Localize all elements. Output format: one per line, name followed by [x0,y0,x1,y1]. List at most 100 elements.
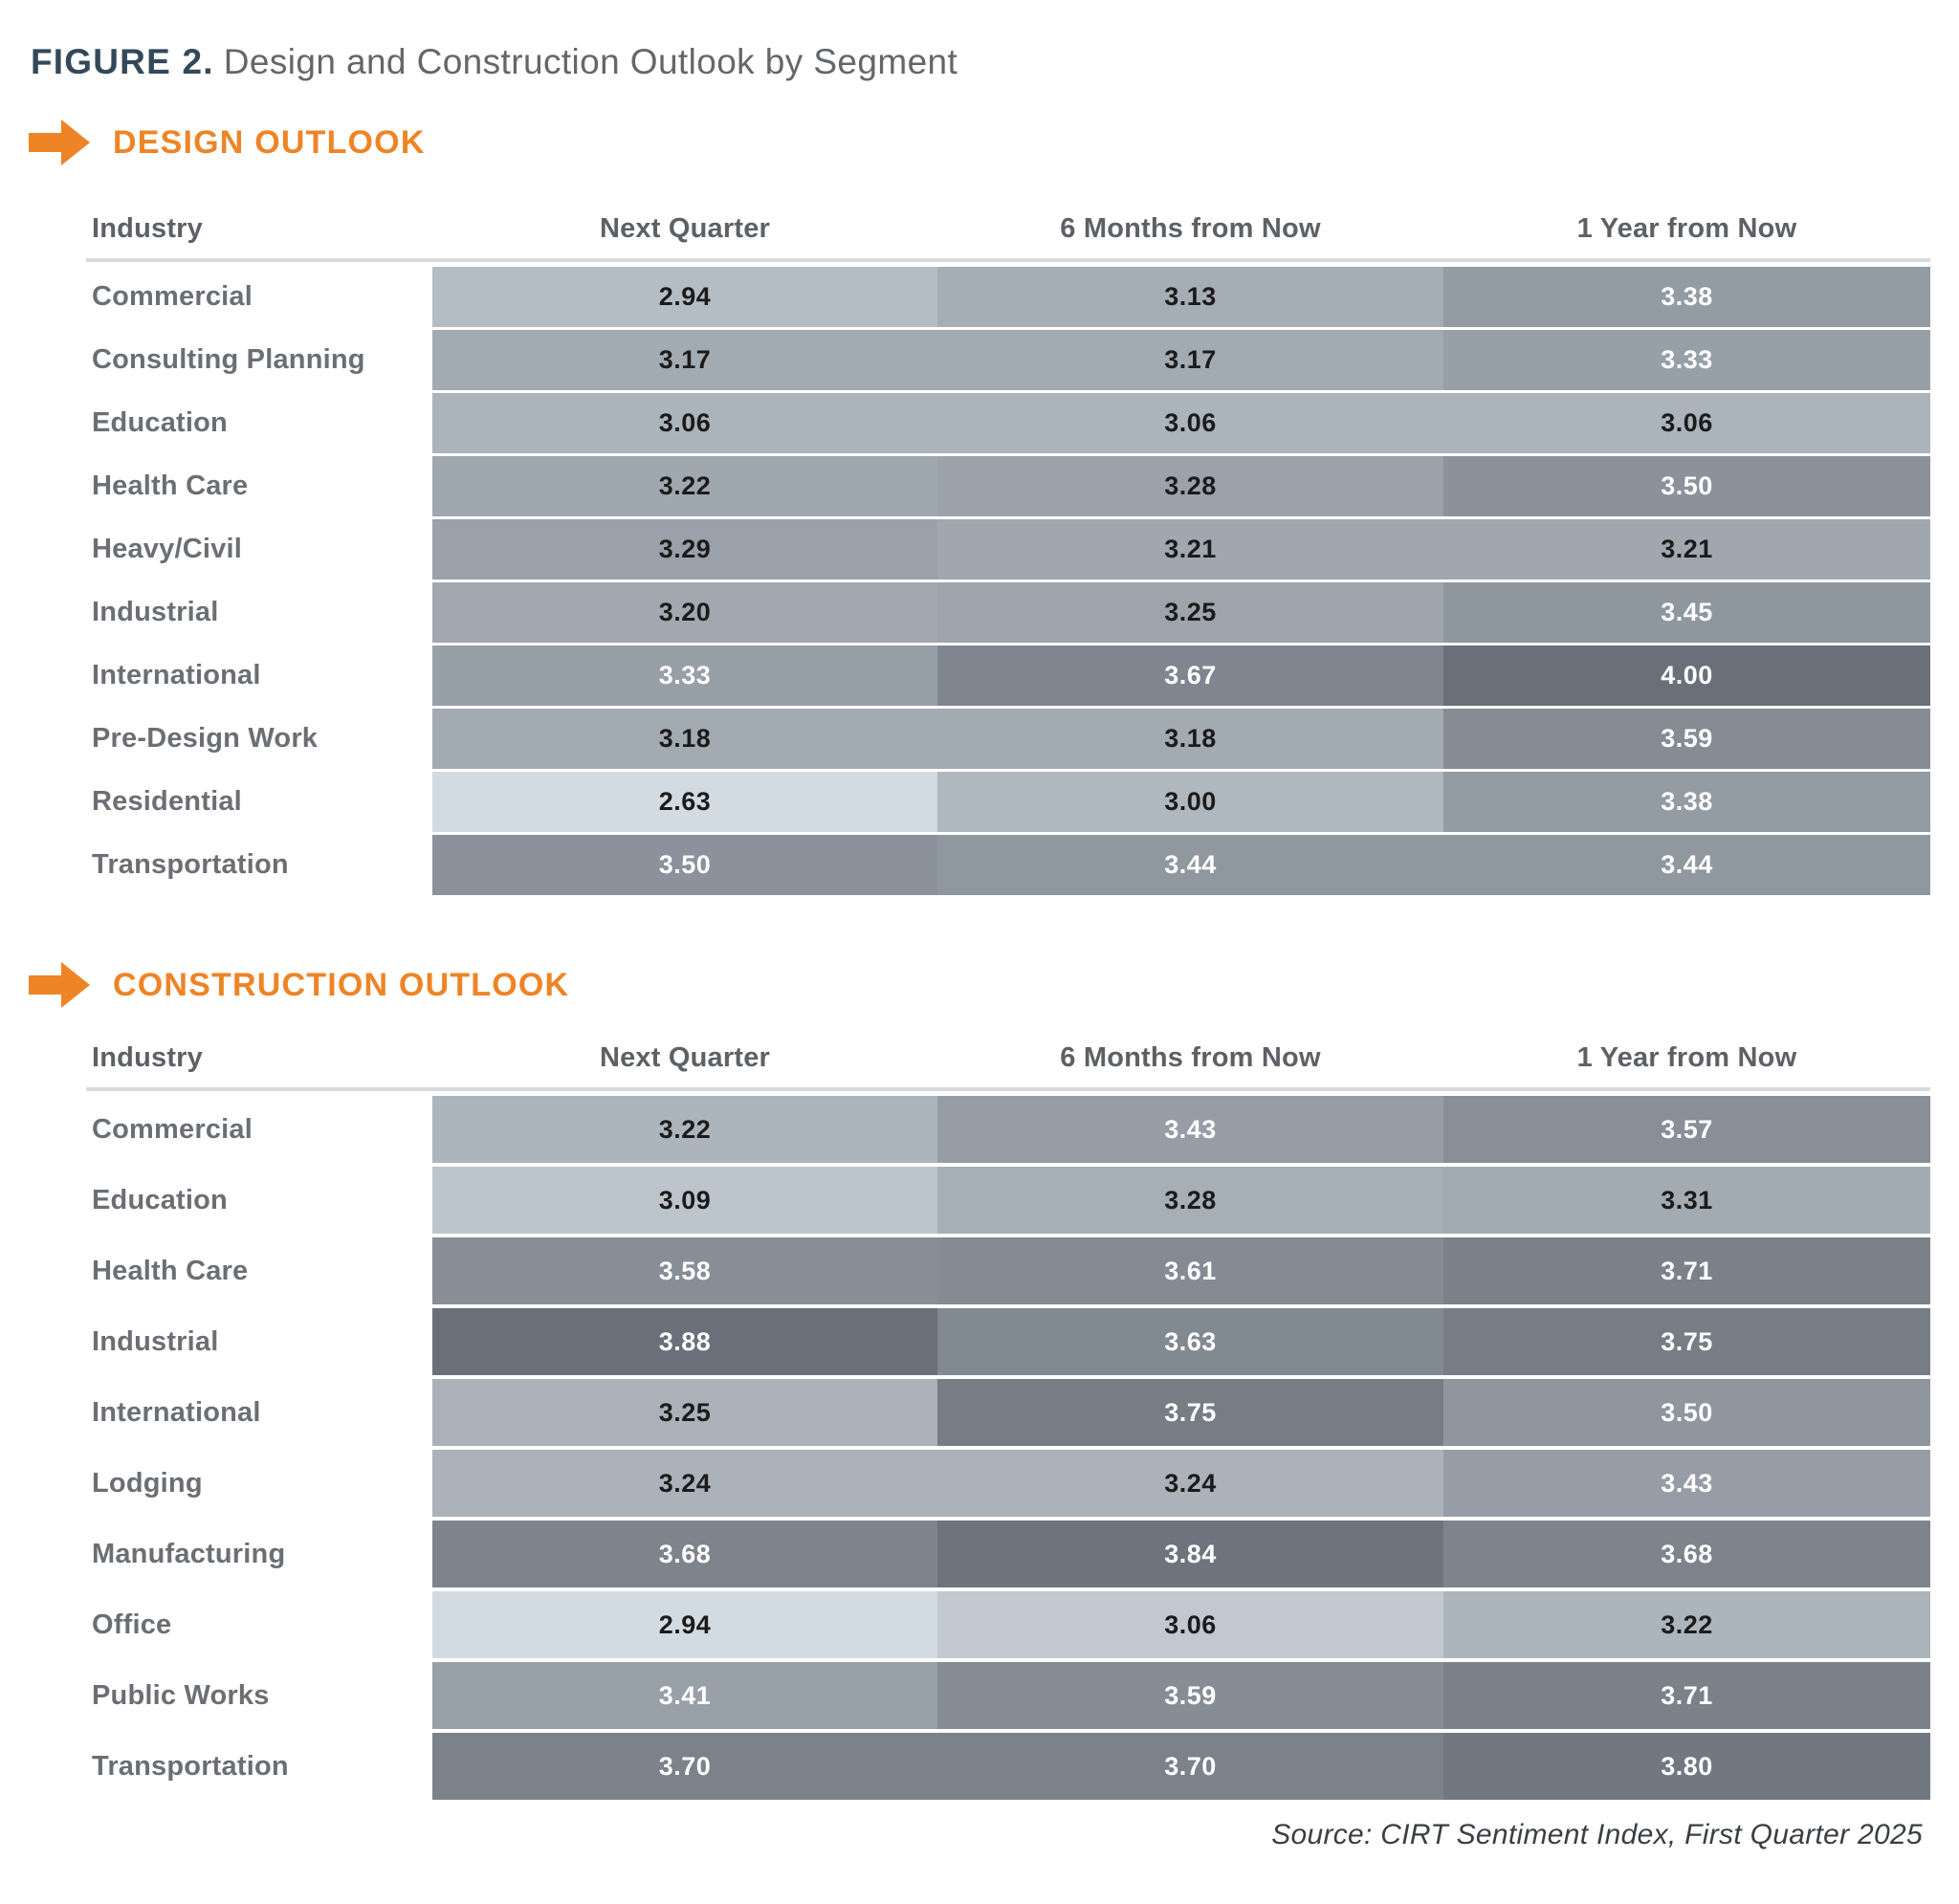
value-cell: 3.75 [937,1379,1443,1447]
value-cell: 3.18 [432,709,937,770]
industry-label: Education [86,393,432,454]
industry-label: International [86,1379,432,1447]
value-cell: 3.22 [432,456,937,517]
value-cell: 3.24 [937,1450,1443,1518]
figure-title-text: Design and Construction Outlook by Segme… [223,42,958,81]
table-row: Health Care 3.22 3.28 3.50 [86,456,1930,517]
table-row: International 3.25 3.75 3.50 [86,1379,1930,1447]
industry-label: Pre-Design Work [86,709,432,770]
value-cell: 3.71 [1443,1237,1930,1305]
table-row: Industrial 3.88 3.63 3.75 [86,1308,1930,1376]
industry-label: Industrial [86,1308,432,1376]
industry-label: Lodging [86,1450,432,1518]
table-row: Heavy/Civil 3.29 3.21 3.21 [86,519,1930,580]
industry-label: Public Works [86,1662,432,1730]
value-cell: 3.20 [432,582,937,644]
industry-label: Health Care [86,456,432,517]
table-row: Transportation 3.70 3.70 3.80 [86,1733,1930,1801]
table-row: Commercial 3.22 3.43 3.57 [86,1096,1930,1164]
value-cell: 3.33 [1443,330,1930,391]
value-cell: 3.44 [1443,835,1930,896]
value-cell: 3.61 [937,1237,1443,1305]
value-cell: 4.00 [1443,646,1930,707]
industry-label: Manufacturing [86,1521,432,1588]
value-cell: 3.75 [1443,1308,1930,1376]
value-cell: 3.59 [1443,709,1930,770]
value-cell: 2.63 [432,772,937,833]
value-cell: 3.13 [937,267,1443,328]
industry-label: Commercial [86,267,432,328]
value-cell: 3.24 [432,1450,937,1518]
value-cell: 3.88 [432,1308,937,1376]
table-row: Lodging 3.24 3.24 3.43 [86,1450,1930,1518]
table-row: Education 3.06 3.06 3.06 [86,393,1930,454]
figure-title: FIGURE 2. Design and Construction Outlook… [31,42,1959,81]
value-cell: 3.22 [432,1096,937,1164]
industry-label: Education [86,1167,432,1235]
value-cell: 3.38 [1443,267,1930,328]
table-header-row: Industry Next Quarter 6 Months from Now … [86,1042,1930,1087]
column-header-6-months: 6 Months from Now [1060,213,1321,245]
table-row: International 3.33 3.67 4.00 [86,646,1930,707]
value-cell: 3.50 [1443,1379,1930,1447]
column-header-next-quarter: Next Quarter [599,213,771,245]
arrow-right-icon [29,962,90,1009]
value-cell: 3.31 [1443,1167,1930,1235]
value-cell: 3.68 [1443,1521,1930,1588]
value-cell: 3.06 [1443,393,1930,454]
industry-label: Heavy/Civil [86,519,432,580]
value-cell: 3.41 [432,1662,937,1730]
value-cell: 3.25 [432,1379,937,1447]
value-cell: 3.80 [1443,1733,1930,1801]
column-header-1-year: 1 Year from Now [1576,1042,1797,1074]
section-head-construction: CONSTRUCTION OUTLOOK [29,962,1959,1009]
section-head-design: DESIGN OUTLOOK [29,120,1959,166]
value-cell: 3.70 [937,1733,1443,1801]
value-cell: 2.94 [432,1591,937,1659]
figure-number-label: FIGURE 2. [31,42,214,81]
value-cell: 3.17 [937,330,1443,391]
column-header-industry: Industry [92,213,203,245]
column-header-industry: Industry [92,1042,203,1074]
table-row: Manufacturing 3.68 3.84 3.68 [86,1521,1930,1588]
industry-label: International [86,646,432,707]
industry-label: Health Care [86,1237,432,1305]
value-cell: 3.71 [1443,1662,1930,1730]
construction-outlook-table: Industry Next Quarter 6 Months from Now … [86,1042,1930,1801]
value-cell: 3.18 [937,709,1443,770]
table-row: Health Care 3.58 3.61 3.71 [86,1237,1930,1305]
table-body: Commercial 2.94 3.13 3.38 Consulting Plannin… [86,258,1930,896]
value-cell: 3.45 [1443,582,1930,644]
arrow-right-icon [29,120,90,166]
value-cell: 3.68 [432,1521,937,1588]
industry-label: Consulting Planning [86,330,432,391]
value-cell: 3.50 [432,835,937,896]
table-body: Commercial 3.22 3.43 3.57 Education 3.09 3.28 3… [86,1087,1930,1801]
industry-label: Industrial [86,582,432,644]
value-cell: 3.22 [1443,1591,1930,1659]
source-note: Source: CIRT Sentiment Index, First Quar… [1271,1819,1923,1851]
table-row: Education 3.09 3.28 3.31 [86,1167,1930,1235]
value-cell: 3.21 [937,519,1443,580]
value-cell: 3.38 [1443,772,1930,833]
industry-label: Office [86,1591,432,1659]
section-heading-construction: CONSTRUCTION OUTLOOK [113,966,570,1003]
value-cell: 3.09 [432,1167,937,1235]
value-cell: 3.06 [937,393,1443,454]
table-row: Transportation 3.50 3.44 3.44 [86,835,1930,896]
design-outlook-table: Industry Next Quarter 6 Months from Now … [86,213,1930,896]
column-header-1-year: 1 Year from Now [1576,213,1797,245]
table-row: Residential 2.63 3.00 3.38 [86,772,1930,833]
industry-label: Transportation [86,835,432,896]
industry-label: Residential [86,772,432,833]
value-cell: 3.28 [937,1167,1443,1235]
table-row: Office 2.94 3.06 3.22 [86,1591,1930,1659]
value-cell: 3.50 [1443,456,1930,517]
table-row: Industrial 3.20 3.25 3.45 [86,582,1930,644]
table-row: Pre-Design Work 3.18 3.18 3.59 [86,709,1930,770]
section-heading-design: DESIGN OUTLOOK [113,123,426,161]
value-cell: 3.67 [937,646,1443,707]
value-cell: 3.17 [432,330,937,391]
table-row: Consulting Planning 3.17 3.17 3.33 [86,330,1930,391]
